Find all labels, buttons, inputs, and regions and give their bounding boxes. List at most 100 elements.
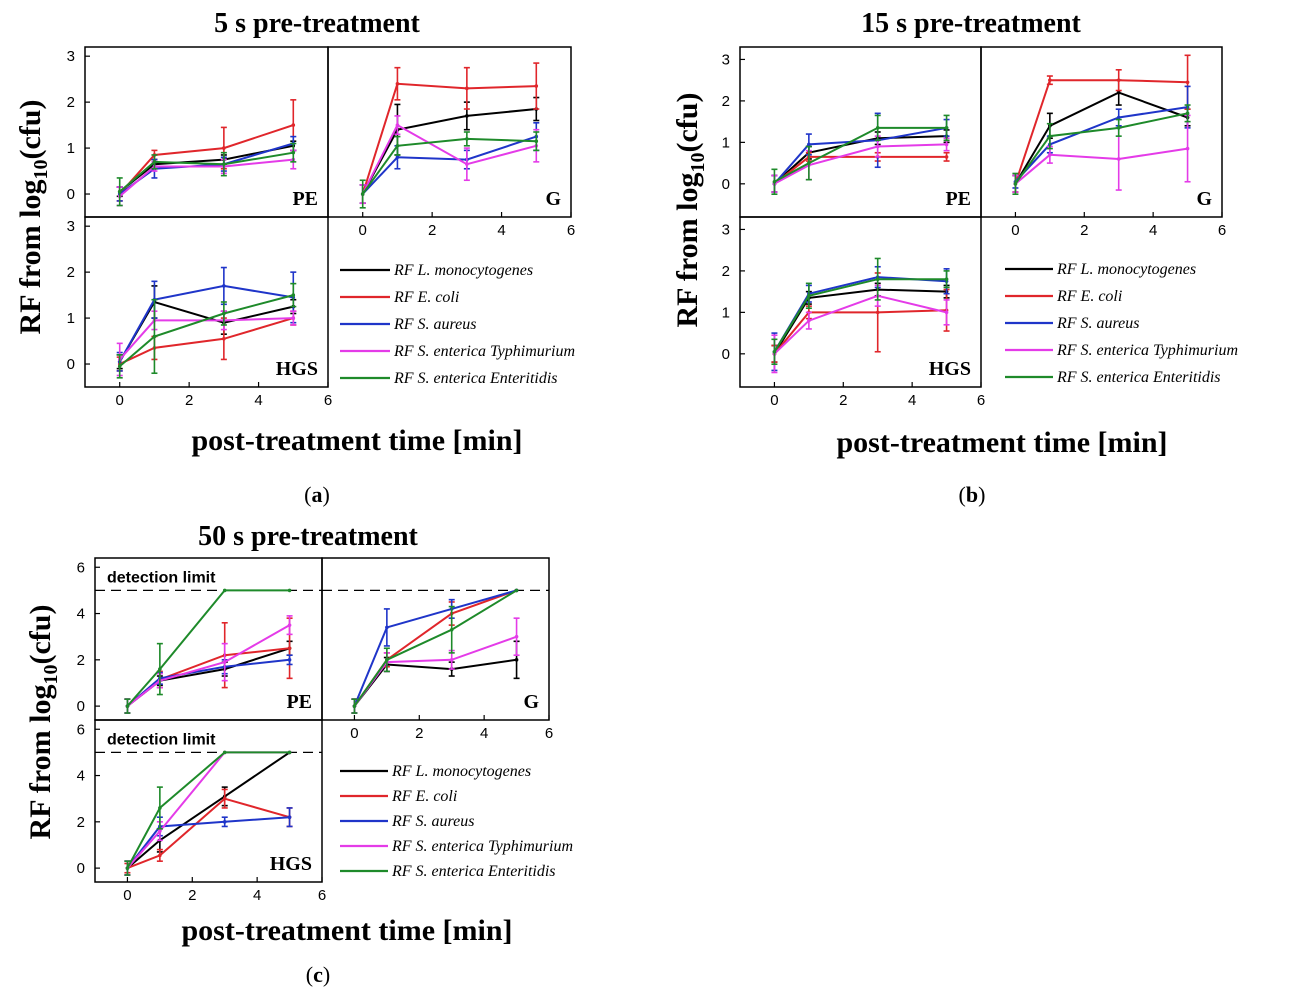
- data-point: [1116, 157, 1121, 161]
- series-line: [773, 126, 947, 185]
- data-point: [158, 667, 162, 671]
- chart-title: 5 s pre-treatment: [214, 8, 420, 39]
- data-point: [287, 658, 292, 662]
- x-axis-label: post-treatment time [min]: [181, 914, 512, 947]
- data-point: [158, 806, 162, 810]
- legend: RF L. monocytogenes RF E. coli RF S. aureu…: [1005, 261, 1238, 386]
- data-point: [395, 123, 400, 127]
- series-line: [361, 135, 537, 195]
- data-point: [807, 142, 811, 147]
- legend-label: RF L. monocytogenes: [1056, 261, 1196, 278]
- y-label-part: RF from log: [671, 173, 704, 328]
- series-line: [773, 309, 947, 355]
- data-point: [291, 316, 296, 320]
- y-tick-label: 0: [67, 356, 75, 373]
- panel-label-PE: PE: [286, 691, 312, 713]
- legend-label: RF E. coli: [393, 289, 459, 306]
- y-tick-label: 6: [77, 559, 85, 576]
- y-label-part: RF from log: [14, 180, 47, 335]
- legend-label: RF E. coli: [391, 788, 457, 805]
- data-point: [395, 155, 400, 160]
- legend-label: RF S. aureus: [391, 813, 475, 830]
- data-point: [360, 192, 365, 196]
- x-tick-label: 2: [428, 222, 436, 239]
- y-tick-label: 4: [77, 768, 85, 785]
- y-tick-label: 2: [77, 814, 85, 831]
- panel-frame: [980, 46, 1223, 218]
- legend-label: RF S. enterica Typhimurium: [1056, 342, 1238, 359]
- series-L_monocytogenes: [771, 129, 950, 193]
- data-point: [158, 853, 162, 858]
- panel-PE: 0 1 2 3 PE: [67, 46, 329, 218]
- x-tick-label: 4: [497, 222, 505, 239]
- panel-label-PE: PE: [292, 188, 318, 210]
- series-S_aureus: [771, 112, 950, 193]
- x-tick-label: 2: [415, 725, 423, 742]
- data-point: [514, 658, 519, 662]
- y-tick-label: 3: [722, 221, 730, 238]
- series-line: [773, 135, 947, 185]
- data-point: [875, 277, 880, 281]
- panel-label-HGS: HGS: [276, 358, 318, 380]
- data-point: [465, 162, 469, 166]
- data-point: [222, 750, 227, 755]
- panel-G: 0 2 4 6G: [980, 46, 1226, 239]
- y-tick-label: 2: [77, 652, 85, 669]
- x-tick-label: 0: [350, 725, 358, 742]
- x-axis-label: post-treatment time [min]: [191, 424, 522, 457]
- data-point: [287, 646, 292, 651]
- data-point: [534, 84, 539, 88]
- series-S_Enteritidis: [124, 750, 292, 876]
- series-S_Typhimurium: [124, 615, 293, 714]
- series-line: [353, 589, 517, 707]
- x-tick-label: 4: [1149, 222, 1157, 239]
- y-tick-label: 4: [77, 606, 85, 623]
- series-S_aureus: [124, 654, 293, 714]
- y-label-subscript: 10: [687, 153, 709, 173]
- paren: (: [306, 962, 313, 987]
- series-E_coli: [771, 272, 950, 363]
- data-point: [222, 660, 227, 664]
- subfigure-letter: c: [313, 962, 323, 987]
- series-line: [361, 108, 537, 195]
- series-line: [361, 137, 537, 195]
- series-S_Enteritidis: [351, 588, 519, 714]
- data-point: [465, 137, 469, 141]
- y-label-part: (cfu): [14, 100, 47, 160]
- panel-frame: [327, 46, 572, 218]
- data-point: [287, 623, 292, 627]
- data-point: [117, 189, 122, 194]
- y-label-subscript: 10: [30, 160, 52, 180]
- series-line: [118, 317, 294, 361]
- series-S_Enteritidis: [116, 282, 297, 379]
- y-tick-label: 1: [67, 310, 75, 327]
- chart-title: 50 s pre-treatment: [198, 521, 418, 552]
- panel-label-G: G: [545, 188, 561, 210]
- data-point: [152, 334, 157, 339]
- legend-label: RF S. enterica Enteritidis: [1056, 369, 1221, 386]
- data-point: [291, 123, 296, 127]
- data-point: [449, 627, 454, 632]
- y-axis-label: RF from log10(cfu): [14, 100, 52, 335]
- panel-frame: [321, 557, 550, 721]
- series-S_aureus: [351, 588, 519, 714]
- panel-frame: [84, 216, 329, 388]
- y-label-subscript: 10: [40, 665, 62, 685]
- panel-label-HGS: HGS: [270, 853, 312, 875]
- paren: (: [304, 482, 311, 507]
- series-line: [1014, 147, 1188, 185]
- data-point: [465, 86, 469, 91]
- data-point: [222, 820, 227, 824]
- y-tick-label: 1: [722, 134, 730, 151]
- detection-limit-label: detection limit: [107, 731, 216, 748]
- series-L_monocytogenes: [359, 96, 540, 205]
- detection-limit-label: detection limit: [107, 569, 216, 586]
- data-point: [222, 284, 226, 288]
- paren: ): [978, 482, 985, 507]
- panel-PE: 0 1 2 3 PE: [722, 46, 982, 218]
- series-line: [1014, 91, 1188, 185]
- series-line: [361, 123, 537, 195]
- y-tick-label: 3: [67, 218, 75, 235]
- panel-HGS: detection limit 0 2 4 6 0 2 4 6 HGS: [77, 719, 326, 904]
- data-point: [1048, 134, 1052, 138]
